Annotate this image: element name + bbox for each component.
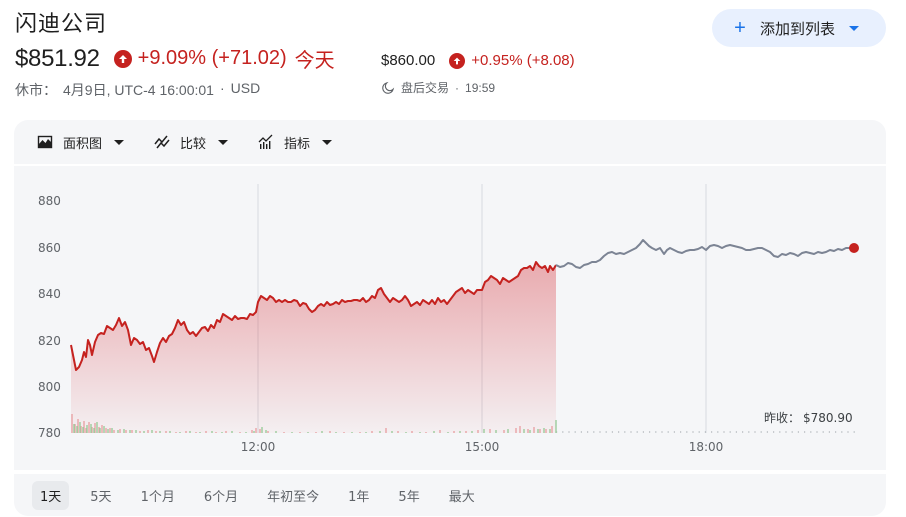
add-to-list-button[interactable]: + 添加到列表: [712, 9, 886, 47]
market-datetime: 4月9日, UTC-4 16:00:01: [63, 82, 214, 98]
range-1m[interactable]: 1个月: [140, 489, 175, 505]
current-price: $851.92: [15, 44, 100, 72]
y-tick-820: 820: [38, 334, 61, 348]
market-meta: 休市： 4月9日, UTC-4 16:00:01 · USD: [15, 80, 266, 100]
indicators-label: 指标: [284, 136, 311, 152]
after-hours-label: 盘后交易: [401, 81, 450, 95]
meta-separator: ·: [455, 80, 460, 95]
after-hours-line: [555, 239, 854, 269]
meta-separator: ·: [219, 80, 225, 96]
y-tick-800: 800: [38, 380, 61, 394]
x-tick-1500: 15:00: [465, 440, 500, 454]
volume-bars: [71, 414, 557, 433]
after-hours-row: $860.00 +0.95% (+8.08): [381, 52, 575, 69]
arrow-up-icon: [449, 52, 466, 69]
range-1d[interactable]: 1天: [32, 480, 70, 510]
range-ytd[interactable]: 年初至今: [267, 489, 320, 505]
last-price-marker: [849, 243, 859, 253]
chart-type-dropdown[interactable]: 面积图: [37, 133, 125, 152]
chevron-down-icon: [114, 139, 125, 145]
change-period: 今天: [294, 48, 335, 72]
area-chart-icon: [37, 135, 53, 149]
currency: USD: [230, 80, 261, 96]
after-hours-change: +0.95% (+8.08): [471, 52, 575, 69]
x-tick-1800: 18:00: [689, 440, 724, 454]
after-hours-price: $860.00: [381, 52, 436, 69]
x-tick-1200: 12:00: [241, 440, 276, 454]
previous-close-label: 昨收：: [764, 411, 800, 425]
company-name: 闪迪公司: [15, 12, 108, 37]
range-max[interactable]: 最大: [448, 489, 475, 505]
indicators-icon: [258, 134, 273, 149]
price-chart[interactable]: 880 860 840 820 800 780 12:00 15:00 18:0…: [14, 166, 886, 470]
range-5d[interactable]: 5天: [90, 489, 112, 505]
range-1y[interactable]: 1年: [348, 489, 370, 505]
y-tick-780: 780: [38, 426, 61, 440]
indicators-dropdown[interactable]: 指标: [258, 133, 333, 152]
after-hours-time: 19:59: [465, 80, 496, 95]
arrow-up-icon: [113, 49, 132, 68]
chevron-down-icon: [322, 139, 333, 145]
range-6m[interactable]: 6个月: [203, 489, 239, 505]
plus-icon: +: [734, 17, 746, 39]
chart-type-label: 面积图: [63, 136, 103, 152]
moon-icon: [382, 81, 395, 94]
market-status: 休市：: [15, 82, 57, 98]
time-range-selector: 1天 5天 1个月 6个月 年初至今 1年 5年 最大: [14, 474, 886, 516]
chevron-down-icon: [218, 139, 229, 145]
regular-session-line: [70, 261, 557, 371]
after-hours-meta: 盘后交易 · 19:59: [381, 79, 495, 96]
compare-icon: [154, 135, 170, 149]
price-change: +9.09% (+71.02): [137, 47, 287, 69]
chart-toolbar: 面积图 比较 指标: [14, 120, 886, 164]
compare-label: 比较: [180, 136, 207, 152]
y-tick-840: 840: [38, 287, 61, 301]
previous-close-value: $780.90: [803, 411, 853, 425]
chevron-down-icon: [849, 25, 860, 31]
price-row: $851.92 +9.09% (+71.02) 今天: [15, 44, 335, 73]
y-tick-880: 880: [38, 194, 61, 208]
range-5y[interactable]: 5年: [398, 489, 420, 505]
compare-dropdown[interactable]: 比较: [154, 133, 229, 152]
y-tick-860: 860: [38, 241, 61, 255]
add-to-list-label: 添加到列表: [760, 19, 836, 38]
